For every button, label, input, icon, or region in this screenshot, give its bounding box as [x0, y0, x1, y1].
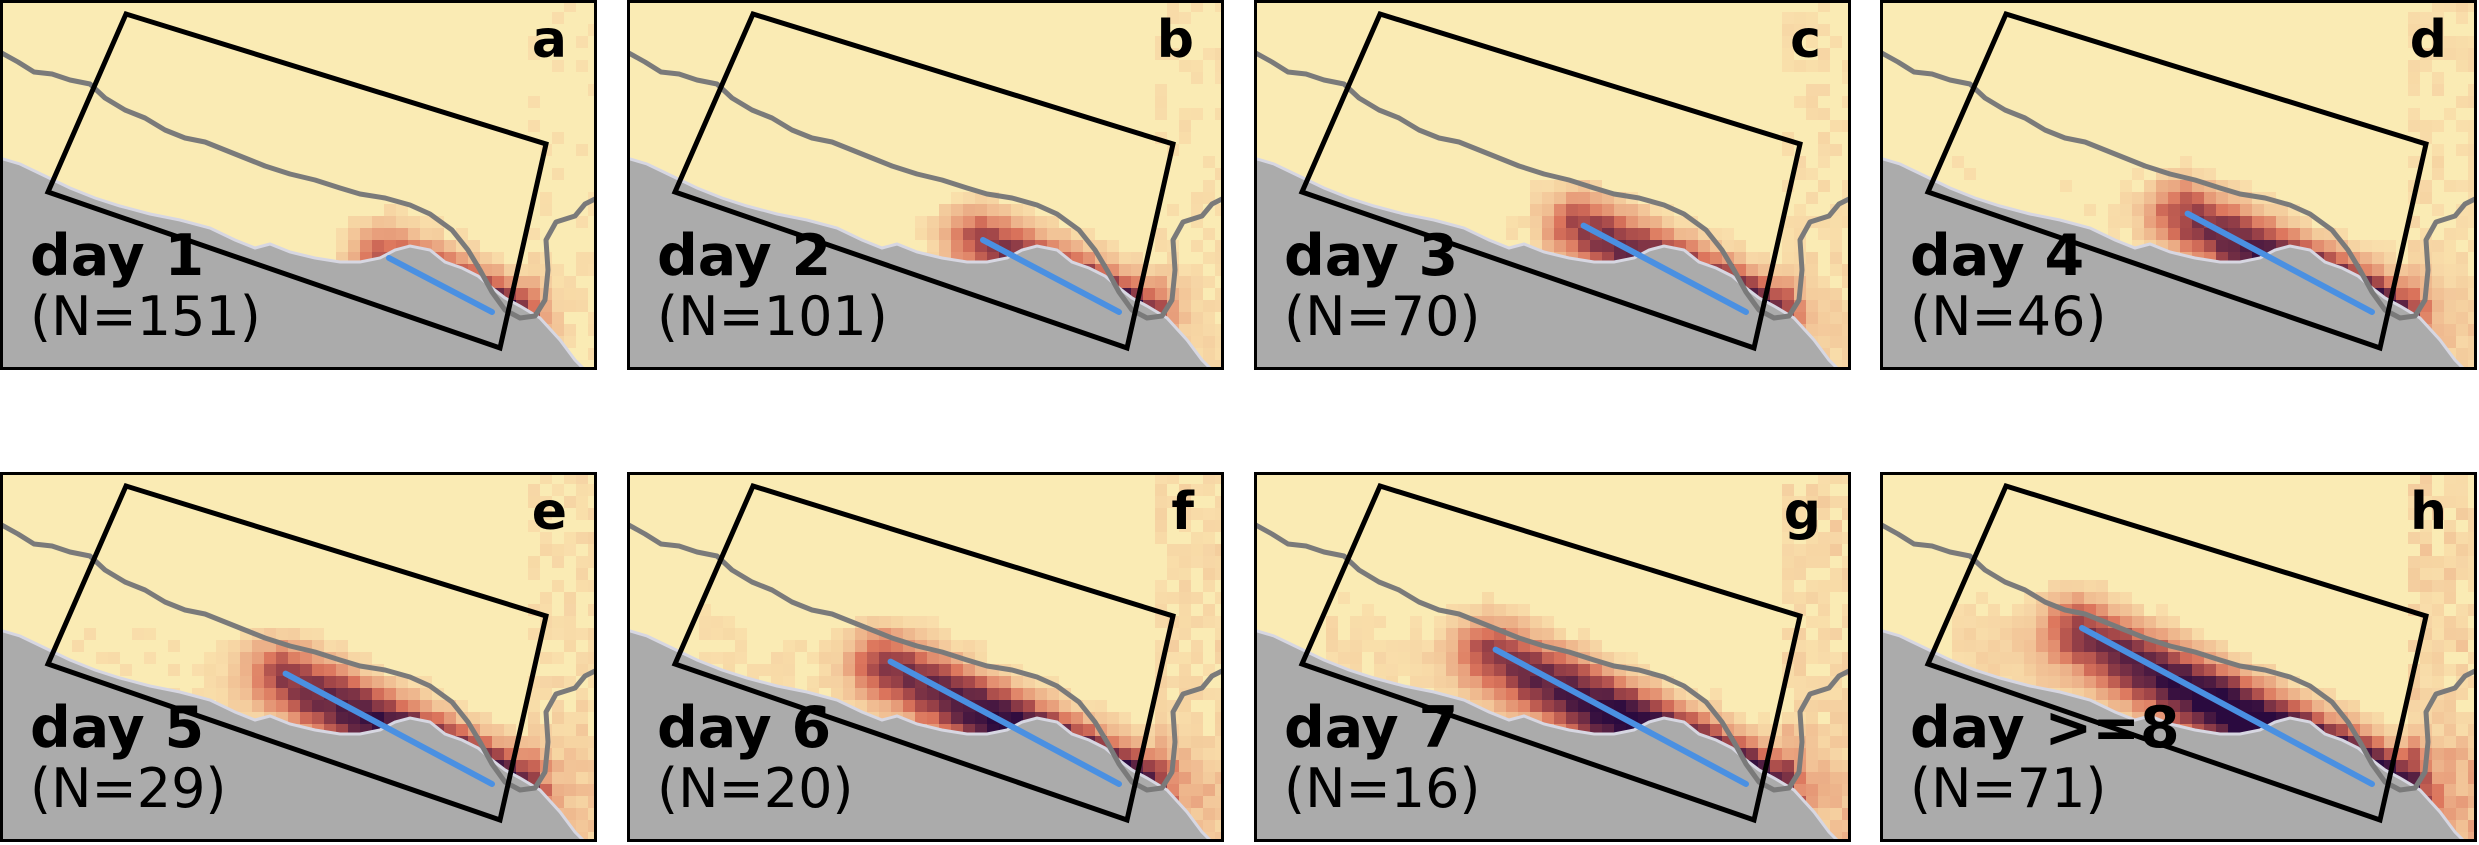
count-label: (N=70) [1284, 285, 1481, 348]
map-panel-c: c day 3 (N=70) [1254, 0, 1851, 370]
border-line [0, 49, 597, 321]
border-line [1880, 49, 2477, 321]
map-canvas [627, 472, 1224, 842]
panel-frame [1880, 472, 2477, 842]
panel-frame [0, 0, 597, 370]
map-canvas [1254, 472, 1851, 842]
panel-letter: g [1783, 482, 1821, 542]
count-label: (N=20) [657, 757, 854, 820]
day-label: day 7 [1284, 695, 1459, 761]
count-label: (N=71) [1910, 757, 2107, 820]
panel-frame [1254, 472, 1851, 842]
track-line [2184, 210, 2375, 315]
panel-letter: h [2409, 482, 2447, 542]
map-panel-d: d day 4 (N=46) [1880, 0, 2477, 370]
border-line [1254, 521, 1851, 793]
day-label: day 6 [657, 695, 832, 761]
domain-box [1924, 482, 2429, 824]
domain-box [44, 482, 549, 824]
panel-letter: a [531, 10, 567, 70]
panel-frame [1880, 0, 2477, 370]
track-line [1492, 646, 1749, 787]
panel-frame [627, 472, 1224, 842]
map-canvas [0, 472, 597, 842]
map-canvas [627, 0, 1224, 370]
day-label: day 1 [30, 223, 205, 289]
map-panel-g: g day 7 (N=16) [1254, 472, 1851, 842]
map-panel-h: h day >=8 (N=71) [1880, 472, 2477, 842]
map-panel-e: e day 5 (N=29) [0, 472, 597, 842]
map-canvas [1880, 472, 2477, 842]
panel-letter: b [1156, 10, 1194, 70]
domain-box [44, 10, 549, 352]
day-label: day 5 [30, 695, 205, 761]
map-panel-f: f day 6 (N=20) [627, 472, 1224, 842]
count-label: (N=16) [1284, 757, 1481, 820]
panel-letter: f [1171, 482, 1194, 542]
track-line [386, 255, 495, 315]
track-line [2079, 625, 2375, 787]
count-label: (N=151) [30, 285, 261, 348]
domain-box [1298, 482, 1803, 824]
day-label: day 4 [1910, 223, 2085, 289]
map-panel-a: a day 1 (N=151) [0, 0, 597, 370]
map-panel-b: b day 2 (N=101) [627, 0, 1224, 370]
count-label: (N=29) [30, 757, 227, 820]
day-label: day 2 [657, 223, 832, 289]
map-canvas [1254, 0, 1851, 370]
count-label: (N=46) [1910, 285, 2107, 348]
track-line [887, 658, 1122, 787]
domain-box [671, 482, 1176, 824]
border-line [627, 521, 1224, 793]
panel-frame [0, 472, 597, 842]
domain-box [1298, 10, 1803, 352]
border-line [0, 521, 597, 793]
track-line [282, 670, 495, 787]
panel-letter: c [1790, 10, 1821, 70]
panel-frame [1254, 0, 1851, 370]
border-line [1254, 49, 1851, 321]
map-canvas [0, 0, 597, 370]
count-label: (N=101) [657, 285, 888, 348]
border-line [1880, 521, 2477, 793]
day-label: day >=8 [1910, 695, 2180, 761]
panel-frame [627, 0, 1224, 370]
panel-letter: d [2409, 10, 2447, 70]
panel-letter: e [531, 482, 567, 542]
track-line [1580, 222, 1749, 315]
map-canvas [1880, 0, 2477, 370]
border-line [627, 49, 1224, 321]
day-label: day 3 [1284, 223, 1459, 289]
track-line [980, 237, 1122, 315]
domain-box [1924, 10, 2429, 352]
domain-box [671, 10, 1176, 352]
